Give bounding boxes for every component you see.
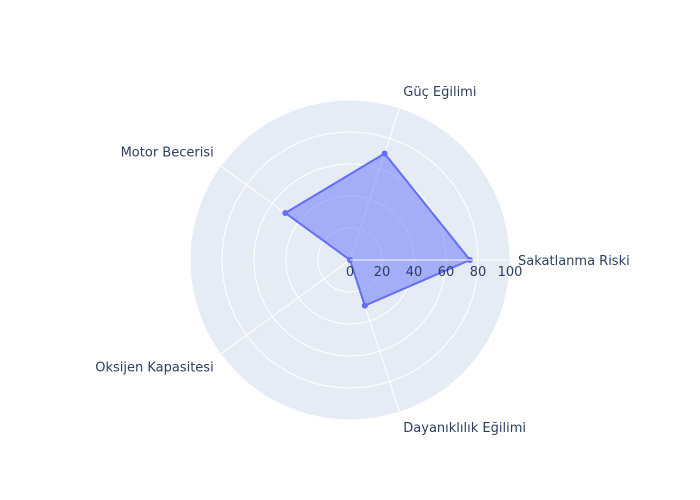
category-label-5: Dayanıklılık Eğilimi — [403, 421, 526, 436]
radial-tick-label: 80 — [470, 265, 487, 280]
data-point-5 — [361, 302, 368, 309]
radial-tick-label: 60 — [438, 265, 455, 280]
category-label-4: Oksijen Kapasitesi — [95, 361, 213, 376]
series-area — [284, 152, 471, 307]
radial-tick-label: 40 — [406, 265, 423, 280]
grid-spoke — [220, 259, 351, 355]
series-layer — [282, 150, 473, 309]
category-label-2: Güç Eğilimi — [403, 85, 476, 100]
radial-tick-label: 20 — [374, 265, 391, 280]
radial-tick-label: 0 — [346, 265, 354, 280]
radial-tick-label: 100 — [498, 265, 523, 280]
category-label-1: Sakatlanma Riski — [518, 254, 630, 269]
data-point-3 — [282, 209, 289, 216]
radial-axis: 0 20 40 60 80 100 — [346, 259, 523, 280]
category-label-3: Motor Becerisi — [121, 145, 214, 160]
data-point-2 — [381, 150, 388, 157]
angular-axis-labels: Sakatlanma Riski Güç Eğilimi Motor Beceris… — [95, 85, 629, 436]
